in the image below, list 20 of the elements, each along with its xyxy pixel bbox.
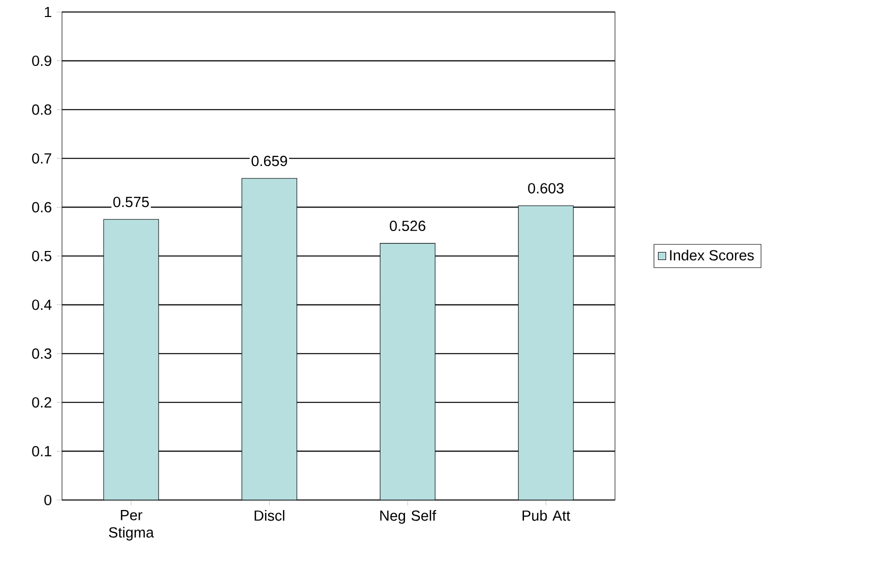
y-tick-label: 0.5 bbox=[32, 250, 52, 262]
y-tick-label: 0.9 bbox=[32, 56, 52, 66]
x-tick-label: Neg Self bbox=[380, 510, 436, 524]
y-tick-label: 0.2 bbox=[32, 397, 52, 408]
y-tick-label: 0.8 bbox=[32, 104, 52, 115]
y-tick-label: 0.6 bbox=[32, 202, 52, 212]
y-tick-label: 1 bbox=[44, 6, 52, 18]
y-tick-label: 0 bbox=[44, 494, 52, 506]
y-tick-label: 0.3 bbox=[32, 348, 52, 359]
data-label: 0.526 bbox=[390, 220, 426, 232]
data-label: 0.659 bbox=[252, 156, 288, 166]
y-tick-label: 0.7 bbox=[32, 153, 52, 164]
legend-label: Index Scores bbox=[670, 250, 754, 260]
data-label: 0.603 bbox=[528, 183, 564, 194]
y-tick-label: 0.1 bbox=[32, 446, 52, 456]
data-label: 0.575 bbox=[113, 196, 149, 208]
x-tick-label: Per Stigma bbox=[108, 510, 154, 540]
x-tick-label: Discl bbox=[254, 510, 284, 521]
y-tick-label: 0.4 bbox=[32, 300, 52, 310]
x-tick-label: Pub Att bbox=[522, 510, 570, 521]
